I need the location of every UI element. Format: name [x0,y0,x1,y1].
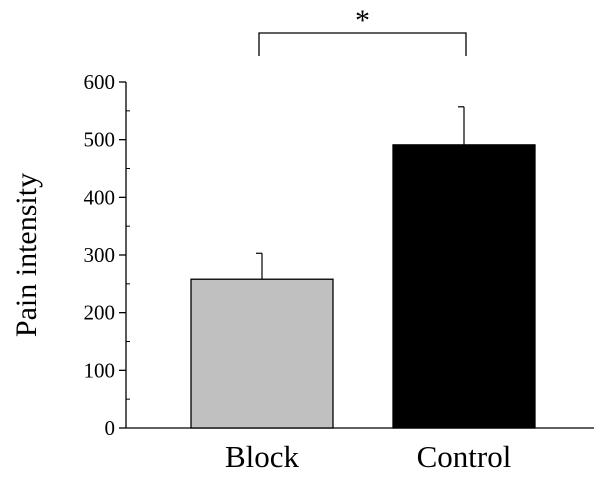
significance-bracket [258,32,467,56]
y-tick-label: 0 [105,416,116,440]
y-tick-label: 600 [84,70,116,94]
y-tick-label: 100 [84,358,116,382]
y-tick-label: 200 [84,301,116,325]
x-category-label: Block [225,439,300,474]
y-tick-label: 400 [84,185,116,209]
x-category-label: Control [417,439,512,474]
significance-marker: * [355,4,370,37]
plot-area: 0 100 200 300 400 500 600 Block Control * [84,4,594,474]
y-axis-title: Pain intensity [10,173,43,337]
y-tick-label: 500 [84,128,116,152]
bar-control [392,144,536,429]
y-tick-label: 300 [84,243,116,267]
bar-block [190,278,334,429]
